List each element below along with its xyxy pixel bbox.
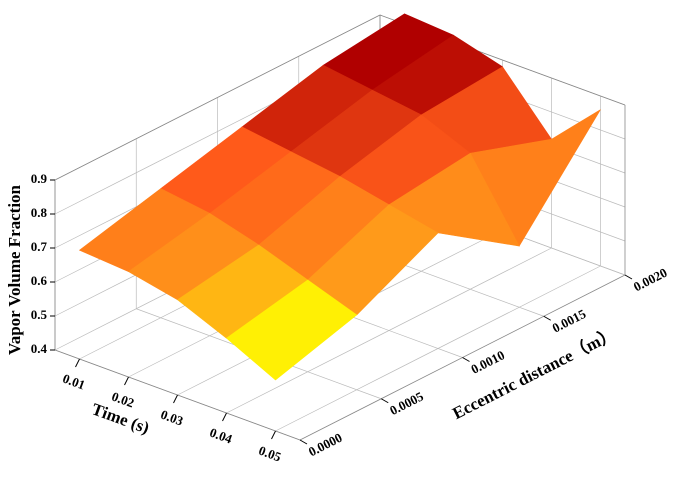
- z-tick-label: 0.9: [31, 171, 48, 186]
- z-tick-label: 0.5: [31, 307, 48, 322]
- x-tick: [271, 430, 276, 440]
- y-tick: [462, 357, 470, 362]
- x-tick-label: 0.02: [110, 389, 137, 411]
- surface-patch: [226, 279, 358, 381]
- z-tick-label: 0.8: [31, 205, 48, 220]
- y-tick: [299, 439, 308, 445]
- z-tick-label: 0.4: [31, 341, 48, 356]
- z-axis-title: Vapor Volume Fraction: [5, 184, 24, 355]
- x-tick-label: 0.04: [208, 425, 235, 447]
- x-tick: [75, 358, 80, 368]
- x-tick: [173, 394, 178, 404]
- y-tick: [381, 398, 389, 404]
- y-tick-label: 0.0020: [631, 265, 670, 295]
- x-tick: [124, 376, 129, 386]
- box-edge: [54, 14, 381, 181]
- x-tick-label: 0.03: [159, 407, 186, 429]
- y-tick: [543, 315, 551, 321]
- z-tick-label: 0.6: [31, 273, 48, 288]
- x-tick: [222, 412, 227, 422]
- x-tick-label: 0.05: [257, 443, 284, 465]
- x-tick-label: 0.01: [61, 371, 88, 393]
- z-tick-label: 0.7: [31, 239, 48, 254]
- y-tick: [624, 274, 633, 280]
